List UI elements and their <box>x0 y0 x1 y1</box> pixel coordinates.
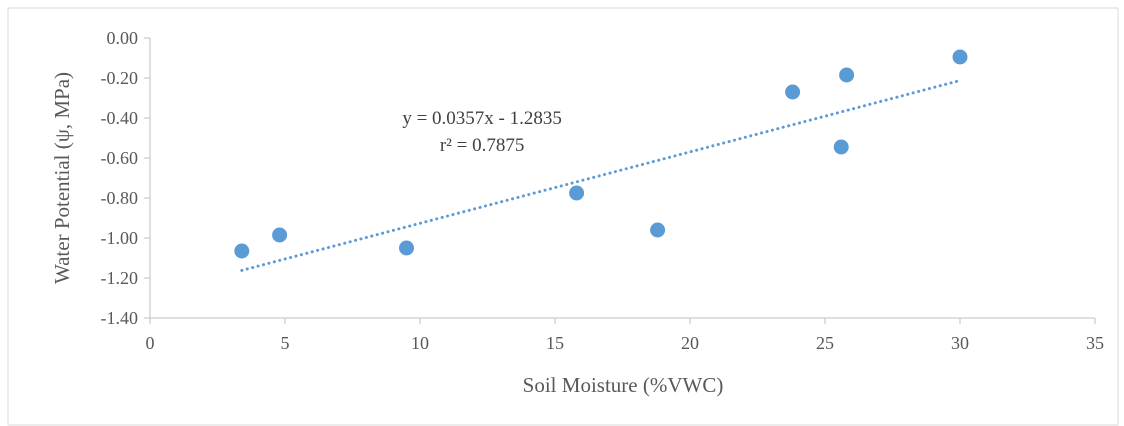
x-tick-label: 25 <box>816 333 834 353</box>
chart-border <box>7 7 1119 426</box>
data-point <box>839 67 855 83</box>
x-tick-label: 10 <box>411 333 429 353</box>
data-point <box>569 185 585 201</box>
y-tick-label: -1.20 <box>101 268 139 288</box>
x-axis-title: Soil Moisture (%VWC) <box>523 373 724 397</box>
data-point <box>399 240 414 256</box>
data-point <box>234 243 250 259</box>
trendline-group <box>240 79 962 272</box>
x-tick-label: 5 <box>281 333 290 353</box>
data-points <box>234 49 968 259</box>
x-tick-label: 20 <box>681 333 699 353</box>
data-point <box>785 84 801 100</box>
y-tick-label: -1.00 <box>101 228 139 248</box>
y-tick-label: -0.20 <box>101 68 139 88</box>
x-tick-label: 0 <box>146 333 155 353</box>
y-tick-label: -0.40 <box>101 108 139 128</box>
trendline <box>240 79 962 272</box>
y-tick-label: -0.60 <box>101 148 139 168</box>
data-point <box>952 49 968 65</box>
y-tick-label: -0.80 <box>101 188 139 208</box>
y-axis-title: Water Potential (ψ, MPa) <box>50 72 74 284</box>
trendline-equation: y = 0.0357x - 1.2835 <box>402 108 562 129</box>
data-point <box>833 139 849 155</box>
y-tick-label: -1.40 <box>101 308 139 328</box>
y-tick-label: 0.00 <box>107 28 139 48</box>
data-point <box>272 227 288 243</box>
x-tick-label: 35 <box>1086 333 1104 353</box>
x-tick-label: 15 <box>546 333 564 353</box>
data-point <box>650 222 666 238</box>
trendline-r-squared: r² = 0.7875 <box>440 135 525 156</box>
x-tick-label: 30 <box>951 333 969 353</box>
axes <box>144 37 1096 324</box>
tick-labels: 0.00 -0.20 -0.40 -0.60 -0.80 -1.00 -1.20 -1.40 0… <box>101 28 1105 353</box>
